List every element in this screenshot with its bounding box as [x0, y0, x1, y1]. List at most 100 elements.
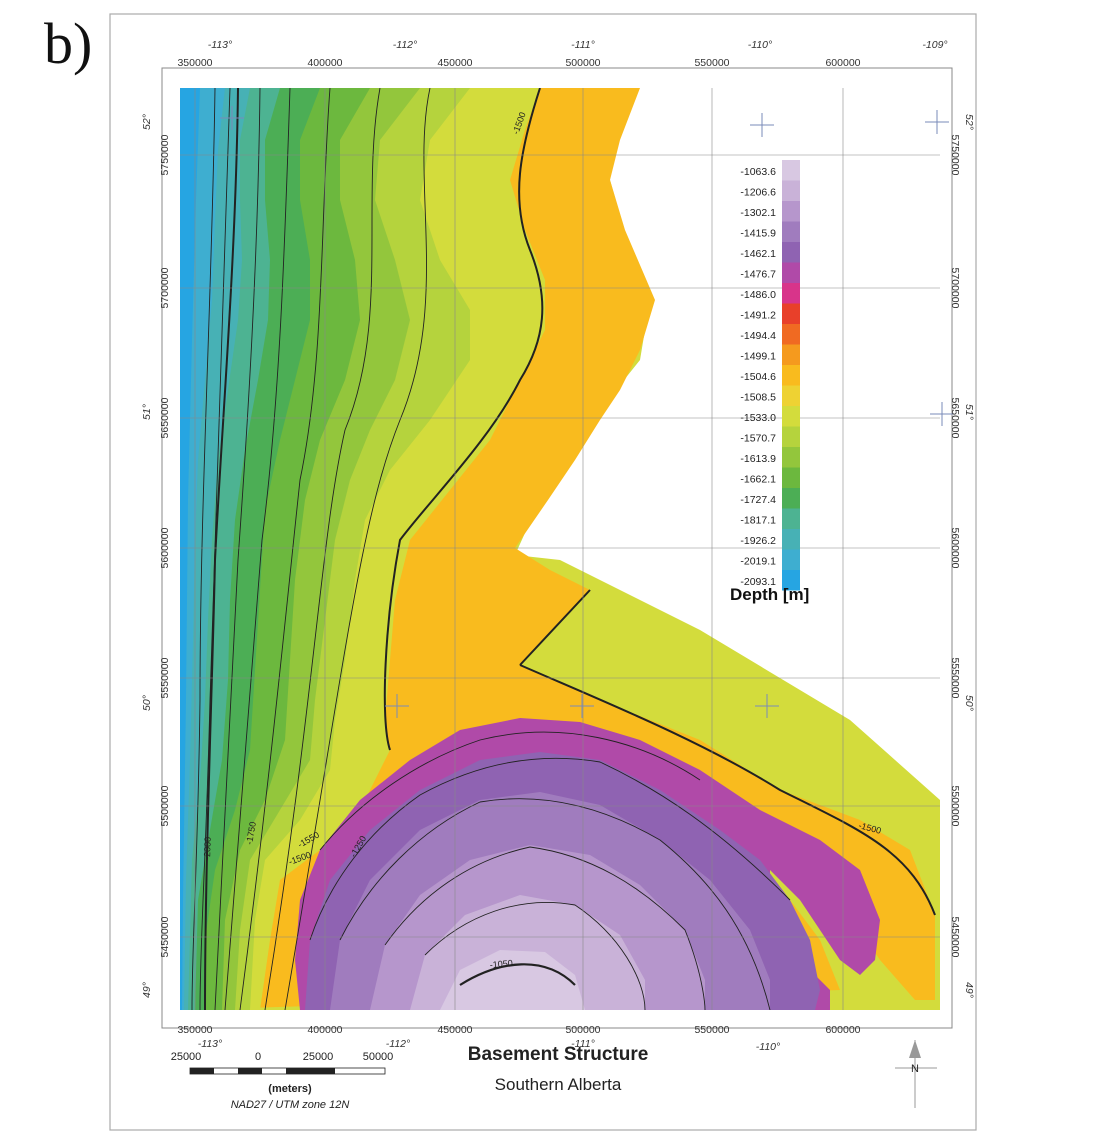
scale-tick-label: 25000 — [303, 1051, 334, 1063]
legend-label: -1476.7 — [740, 269, 776, 281]
northing-label: 5550000 — [159, 657, 171, 698]
map-subtitle: Southern Alberta — [495, 1075, 622, 1094]
legend-swatch — [782, 570, 800, 591]
scale-tick-label: 0 — [255, 1051, 261, 1063]
easting-labels-top: 350000 400000 450000 500000 550000 60000… — [177, 57, 860, 69]
northing-label: 5700000 — [949, 268, 961, 309]
scale-bar: 25000 0 25000 50000 (meters) NAD27 / UTM… — [171, 1051, 394, 1111]
legend-label: -1504.6 — [740, 371, 776, 383]
easting-label: 550000 — [694, 1024, 729, 1036]
longitude-label: -113° — [208, 39, 232, 51]
latitude-label: 49° — [141, 982, 153, 998]
legend-swatch — [782, 262, 800, 283]
legend-swatch — [782, 447, 800, 468]
legend-swatch — [782, 303, 800, 324]
legend-swatch — [782, 385, 800, 406]
legend-swatch — [782, 426, 800, 447]
scale-tick-label: 25000 — [171, 1051, 202, 1063]
graticule-crosses — [220, 106, 954, 718]
northing-label: 5550000 — [949, 658, 961, 699]
easting-label: 450000 — [437, 57, 472, 69]
grid-lines — [180, 88, 940, 1010]
longitude-label: -110° — [748, 39, 772, 51]
northing-label: 5650000 — [159, 397, 171, 438]
longitude-label: -112° — [393, 39, 417, 51]
northing-label: 5500000 — [159, 785, 171, 826]
legend-swatch — [782, 406, 800, 427]
longitude-label: -110° — [756, 1041, 780, 1053]
legend-label: -2019.1 — [740, 556, 776, 568]
legend-swatch — [782, 180, 800, 201]
latitude-label: 49° — [963, 982, 975, 998]
legend-label: -1727.4 — [740, 494, 776, 506]
contour-lines — [191, 88, 936, 1010]
legend-label: -1494.4 — [740, 330, 776, 342]
latitude-label: 50° — [141, 695, 153, 711]
depth-legend: -1063.6 -1206.6 -1302.1 -1415.9 -1462.1 -1476… — [740, 160, 800, 591]
legend-label: -2093.1 — [740, 576, 776, 588]
longitude-label: -109° — [922, 39, 947, 51]
contour-label: -2000 — [202, 837, 213, 860]
legend-label: -1613.9 — [740, 453, 776, 465]
legend-label: -1486.0 — [740, 289, 776, 301]
legend-swatch — [782, 283, 800, 304]
legend-swatch — [782, 160, 800, 181]
legend-swatch — [782, 467, 800, 488]
longitude-label: -113° — [198, 1038, 222, 1050]
easting-labels-bottom: 350000 400000 450000 500000 550000 60000… — [177, 1024, 860, 1036]
northing-label: 5650000 — [949, 398, 961, 439]
legend-title: Depth [m] — [730, 585, 809, 604]
latitude-labels-left: 52° 51° 50° 49° — [141, 114, 153, 998]
legend-swatch — [782, 221, 800, 242]
north-label: N — [911, 1063, 919, 1075]
legend-swatch — [782, 549, 800, 570]
scale-unit: (meters) — [268, 1083, 312, 1095]
longitude-label: -112° — [386, 1038, 410, 1050]
map-border — [161, 67, 953, 1029]
legend-label: -1462.1 — [740, 248, 776, 260]
northing-labels-right: 5750000 5700000 5650000 5600000 5550000 … — [949, 135, 961, 958]
north-arrow: N — [895, 1040, 937, 1108]
legend-label: -1415.9 — [740, 228, 776, 240]
easting-label: 600000 — [825, 57, 860, 69]
panel-label: b) — [44, 11, 93, 76]
legend-label: -1499.1 — [740, 351, 776, 363]
northing-label: 5600000 — [159, 527, 171, 568]
depth-surface — [180, 88, 940, 1010]
legend-label: -1926.2 — [740, 535, 776, 547]
legend-label: -1491.2 — [740, 310, 776, 322]
legend-label: -1063.6 — [740, 166, 776, 178]
legend-label: -1662.1 — [740, 474, 776, 486]
legend-label: -1570.7 — [740, 433, 776, 445]
longitude-label: -111° — [571, 1038, 595, 1050]
legend-swatch — [782, 201, 800, 222]
legend-swatch — [782, 344, 800, 365]
latitude-label: 50° — [963, 695, 975, 711]
northing-label: 5750000 — [159, 134, 171, 175]
northing-label: 5450000 — [949, 917, 961, 958]
longitude-labels-bottom: -113° -112° -111° -110° — [198, 1038, 780, 1053]
legend-label: -1508.5 — [740, 392, 776, 404]
legend-swatch — [782, 529, 800, 550]
easting-label: 550000 — [694, 57, 729, 69]
legend-label: -1302.1 — [740, 207, 776, 219]
legend-label: -1533.0 — [740, 412, 776, 424]
legend-label: -1817.1 — [740, 515, 776, 527]
longitude-labels-top: -113° -112° -111° -110° -109° — [208, 39, 948, 51]
legend-swatch — [782, 508, 800, 529]
latitude-labels-right: 52° 51° 50° 49° — [963, 114, 975, 998]
latitude-label: 51° — [141, 404, 153, 420]
northing-label: 5500000 — [949, 786, 961, 827]
latitude-label: 52° — [963, 114, 975, 130]
projection-label: NAD27 / UTM zone 12N — [231, 1099, 350, 1111]
legend-swatch — [782, 242, 800, 263]
latitude-label: 51° — [963, 404, 975, 420]
scale-tick-label: 50000 — [363, 1051, 394, 1063]
legend-swatch — [782, 324, 800, 345]
northing-label: 5450000 — [159, 916, 171, 957]
northing-label: 5700000 — [159, 267, 171, 308]
longitude-label: -111° — [571, 39, 595, 51]
northing-label: 5750000 — [949, 135, 961, 176]
easting-label: 500000 — [565, 57, 600, 69]
